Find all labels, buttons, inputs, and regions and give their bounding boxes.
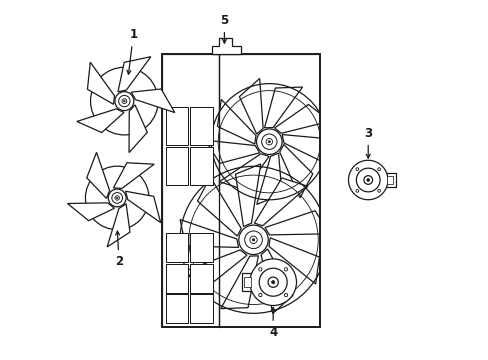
Circle shape bbox=[265, 139, 272, 145]
Bar bbox=[189, 294, 212, 323]
Polygon shape bbox=[77, 109, 124, 132]
Circle shape bbox=[238, 225, 268, 255]
Circle shape bbox=[348, 160, 387, 200]
Circle shape bbox=[115, 92, 134, 111]
Polygon shape bbox=[197, 177, 241, 236]
Polygon shape bbox=[67, 203, 114, 221]
Text: 3: 3 bbox=[364, 127, 371, 158]
Polygon shape bbox=[184, 250, 246, 288]
Polygon shape bbox=[219, 154, 268, 190]
Bar bbox=[189, 147, 212, 185]
Polygon shape bbox=[86, 152, 109, 198]
Polygon shape bbox=[264, 211, 329, 235]
Polygon shape bbox=[217, 99, 256, 144]
Circle shape bbox=[123, 100, 125, 102]
Circle shape bbox=[249, 236, 257, 243]
Circle shape bbox=[366, 179, 369, 181]
Circle shape bbox=[377, 168, 380, 171]
Circle shape bbox=[355, 189, 358, 192]
Circle shape bbox=[122, 99, 126, 103]
Bar bbox=[165, 147, 188, 185]
Polygon shape bbox=[65, 1, 423, 54]
Circle shape bbox=[267, 277, 278, 287]
Bar bbox=[189, 264, 212, 293]
Bar bbox=[243, 277, 251, 287]
Polygon shape bbox=[131, 89, 174, 113]
Bar bbox=[165, 264, 188, 293]
Polygon shape bbox=[129, 105, 147, 153]
Circle shape bbox=[261, 134, 276, 149]
Polygon shape bbox=[211, 39, 240, 54]
Circle shape bbox=[112, 193, 122, 203]
Circle shape bbox=[268, 141, 270, 143]
Circle shape bbox=[259, 268, 286, 296]
Polygon shape bbox=[107, 204, 130, 247]
Bar bbox=[189, 294, 212, 323]
Circle shape bbox=[284, 293, 287, 297]
Text: 5: 5 bbox=[220, 14, 228, 43]
Bar bbox=[165, 294, 188, 323]
Polygon shape bbox=[279, 144, 312, 198]
Bar bbox=[162, 54, 319, 327]
Circle shape bbox=[116, 197, 118, 199]
Circle shape bbox=[271, 280, 274, 284]
Text: 2: 2 bbox=[115, 231, 123, 268]
Polygon shape bbox=[87, 62, 114, 104]
Polygon shape bbox=[118, 57, 150, 92]
Bar bbox=[162, 54, 319, 327]
Polygon shape bbox=[256, 153, 282, 204]
Text: 4: 4 bbox=[268, 307, 277, 339]
Polygon shape bbox=[268, 238, 319, 284]
Bar bbox=[165, 107, 188, 145]
Polygon shape bbox=[254, 178, 307, 226]
Bar bbox=[384, 172, 395, 188]
Circle shape bbox=[363, 176, 372, 184]
Circle shape bbox=[244, 231, 262, 249]
Circle shape bbox=[377, 189, 380, 192]
Bar bbox=[189, 107, 212, 145]
Circle shape bbox=[252, 239, 254, 241]
Circle shape bbox=[258, 293, 262, 297]
Polygon shape bbox=[319, 1, 423, 359]
Text: 1: 1 bbox=[127, 28, 137, 74]
Circle shape bbox=[249, 259, 296, 306]
Polygon shape bbox=[65, 327, 423, 359]
Circle shape bbox=[356, 168, 379, 192]
Circle shape bbox=[115, 196, 119, 200]
Polygon shape bbox=[274, 104, 329, 133]
Bar bbox=[165, 264, 188, 293]
Polygon shape bbox=[264, 87, 302, 128]
Bar bbox=[189, 147, 212, 185]
Polygon shape bbox=[180, 220, 238, 247]
Circle shape bbox=[258, 268, 262, 271]
Polygon shape bbox=[220, 256, 258, 309]
Polygon shape bbox=[113, 163, 154, 188]
Bar bbox=[241, 274, 254, 291]
Bar bbox=[386, 176, 392, 184]
Polygon shape bbox=[282, 135, 328, 165]
Polygon shape bbox=[261, 249, 292, 314]
Bar bbox=[165, 294, 188, 323]
Bar bbox=[162, 54, 319, 327]
Circle shape bbox=[119, 95, 130, 107]
Circle shape bbox=[284, 268, 287, 271]
Bar bbox=[189, 264, 212, 293]
Polygon shape bbox=[125, 191, 161, 222]
Circle shape bbox=[355, 168, 358, 171]
Bar bbox=[165, 233, 188, 262]
Bar bbox=[189, 233, 212, 262]
Polygon shape bbox=[235, 164, 260, 226]
Circle shape bbox=[256, 129, 282, 154]
Polygon shape bbox=[211, 39, 240, 54]
Bar bbox=[189, 107, 212, 145]
Polygon shape bbox=[65, 1, 162, 359]
Polygon shape bbox=[239, 78, 263, 134]
Bar bbox=[189, 233, 212, 262]
Polygon shape bbox=[205, 140, 259, 163]
Bar bbox=[165, 147, 188, 185]
Circle shape bbox=[108, 189, 126, 207]
Bar bbox=[165, 233, 188, 262]
Bar bbox=[165, 107, 188, 145]
